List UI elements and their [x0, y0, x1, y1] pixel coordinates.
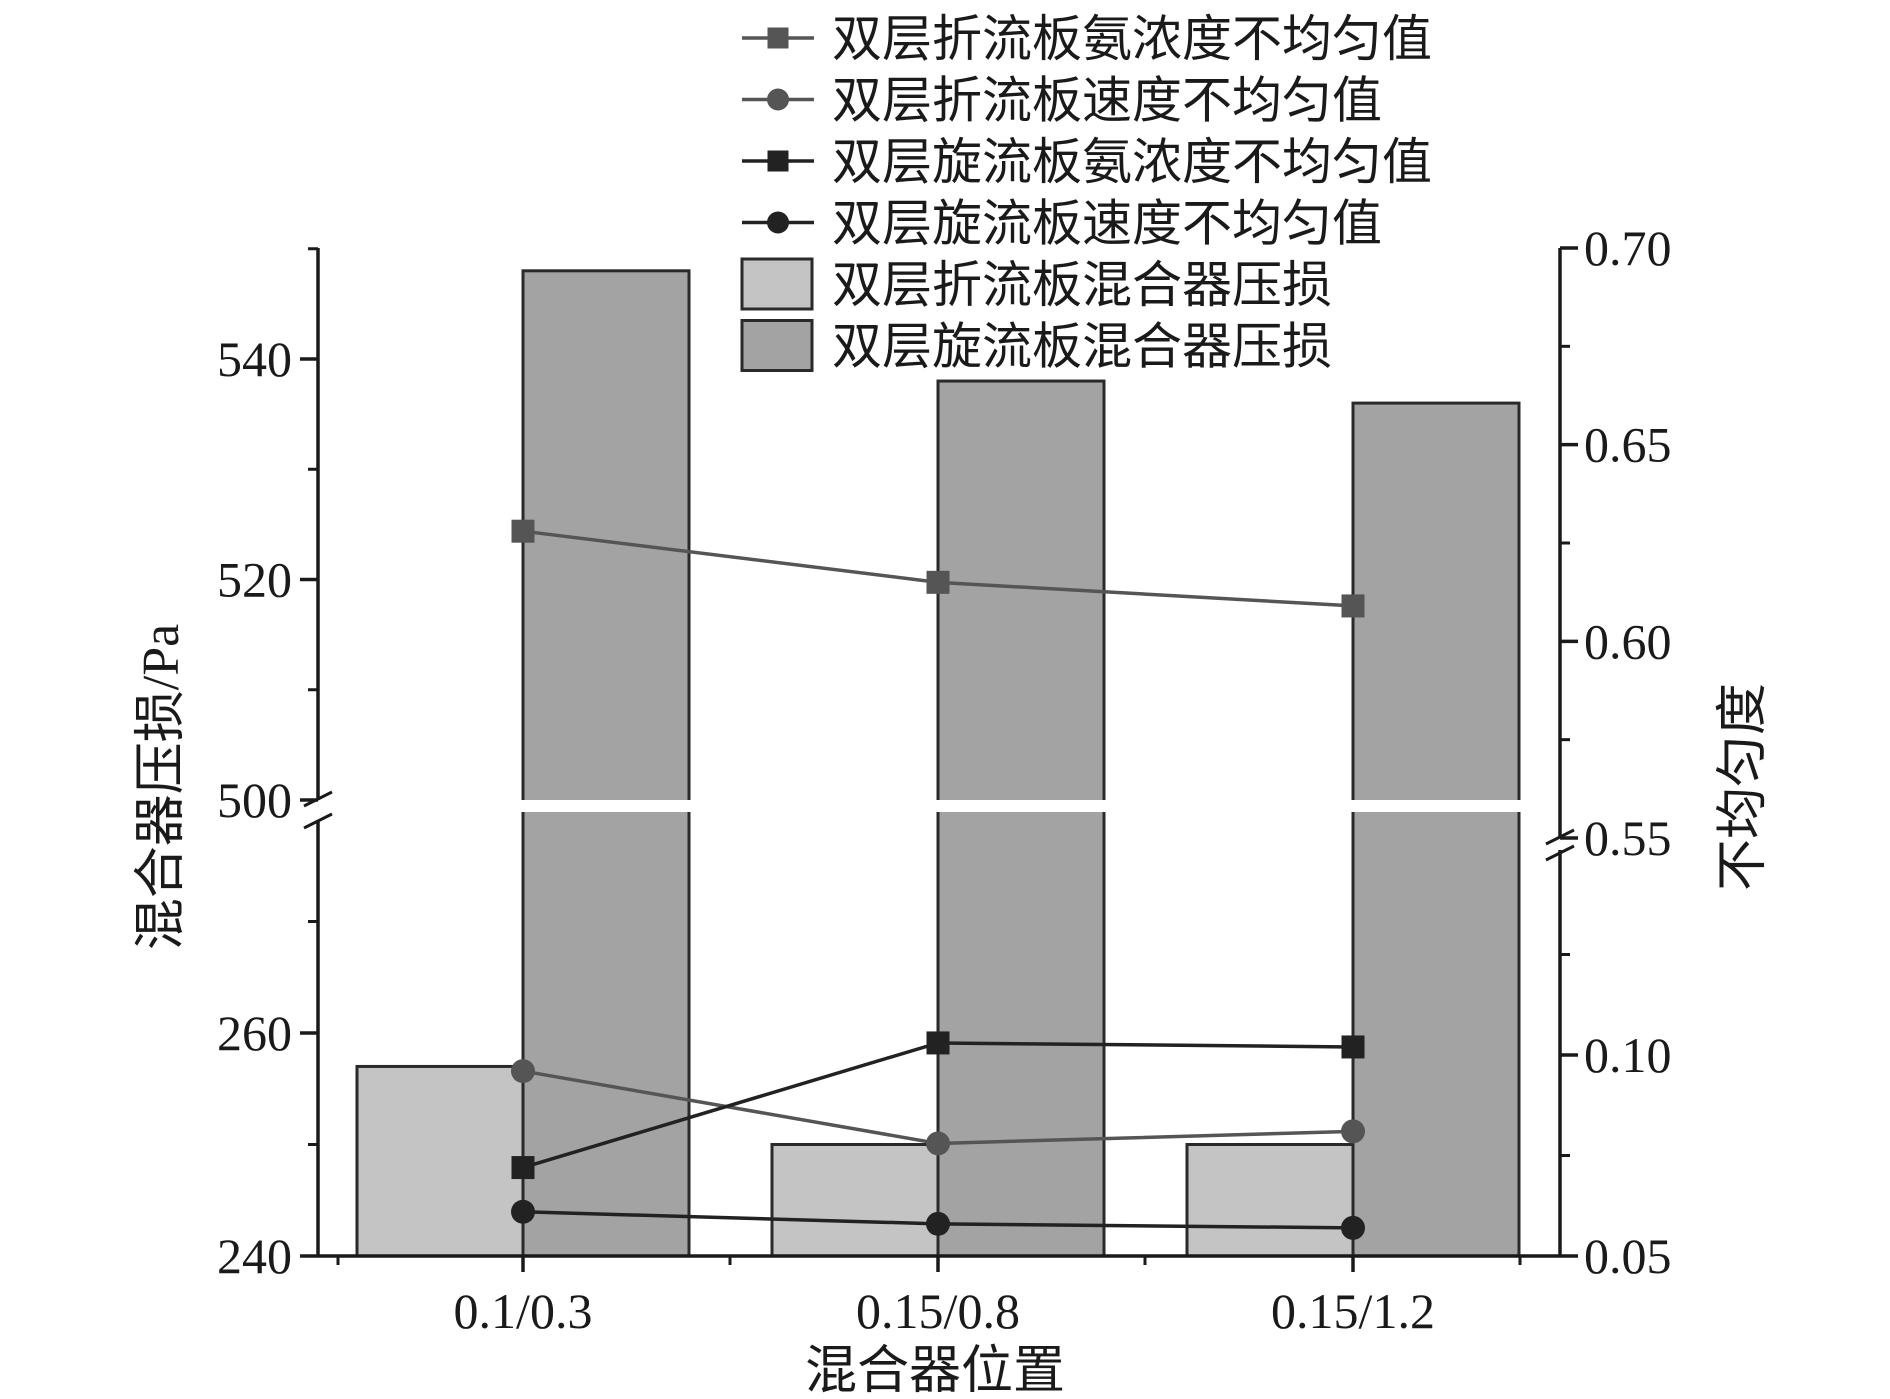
- series-1-point-0: [511, 1059, 535, 1084]
- series-3-point-1: [926, 1211, 950, 1236]
- y-right-tick-label: 0.65: [1584, 417, 1672, 473]
- series-0-point-1: [926, 570, 950, 594]
- y-left-tick-label: 540: [217, 331, 292, 387]
- bar-swirl-1: [936, 379, 1106, 1258]
- legend-bar-swatch: [740, 257, 814, 311]
- y-right-tick-label: 0.10: [1584, 1027, 1672, 1083]
- series-2-point-2: [1341, 1035, 1365, 1059]
- legend-marker: [767, 211, 789, 234]
- y-left-tick-label: 520: [217, 552, 292, 608]
- series-2-point-1: [926, 1031, 950, 1055]
- legend-bar-swatch: [740, 319, 814, 372]
- y-axis-left-title: 混合器压损/Pa: [133, 624, 190, 950]
- x-tick-label: 0.15/1.2: [1271, 1283, 1435, 1339]
- bar-swirl-2: [1351, 401, 1521, 1258]
- legend-label: 双层旋流板氨浓度不均匀值: [832, 134, 1432, 190]
- bar-baffle-2: [1185, 1143, 1355, 1258]
- series-3-point-2: [1341, 1215, 1365, 1240]
- bar-swirl-0: [521, 269, 691, 1258]
- series-3-point-0: [511, 1199, 535, 1224]
- legend-marker: [767, 150, 789, 172]
- legend-label: 双层折流板混合器压损: [832, 257, 1332, 313]
- x-axis-title: 混合器位置: [805, 1343, 1065, 1394]
- legend-label: 双层折流板速度不均匀值: [832, 73, 1382, 129]
- series-1-point-1: [926, 1131, 950, 1156]
- break-gap: [298, 800, 1580, 812]
- legend: 双层折流板氨浓度不均匀值双层折流板速度不均匀值双层旋流板氨浓度不均匀值双层旋流板…: [740, 11, 1432, 375]
- legend-label: 双层折流板氨浓度不均匀值: [832, 11, 1432, 67]
- series-0-point-2: [1341, 594, 1365, 618]
- bar-layer: [355, 269, 1521, 1258]
- x-tick-label: 0.15/0.8: [856, 1283, 1020, 1339]
- y-left-tick-label: 500: [217, 772, 292, 828]
- x-tick-label: 0.1/0.3: [454, 1283, 593, 1339]
- bar-baffle-1: [770, 1143, 940, 1258]
- y-right-tick-label: 0.60: [1584, 613, 1672, 669]
- x-tick-labels: 0.1/0.3 0.15/0.8 0.15/1.2: [454, 1283, 1435, 1339]
- y-right-tick-label: 0.55: [1584, 810, 1672, 866]
- y-axis-right-title: 不均匀度: [1715, 683, 1772, 891]
- bar-baffle-0: [355, 1064, 525, 1258]
- axes-layer: 540 520 500 260 240 0.70 0.65 0.60 0.55 0.10 0.05: [217, 220, 1672, 1284]
- series-0-point-0: [511, 519, 535, 543]
- axis-break-band: [298, 800, 1580, 812]
- legend-marker: [767, 27, 789, 49]
- series-1-point-2: [1341, 1119, 1365, 1144]
- line-layer: [511, 519, 1365, 1240]
- y-left-tick-label: 240: [217, 1228, 292, 1284]
- legend-label: 双层旋流板速度不均匀值: [832, 196, 1382, 252]
- legend-marker: [767, 88, 789, 111]
- series-2-point-0: [511, 1156, 535, 1180]
- y-left-tick-label: 260: [217, 1005, 292, 1061]
- legend-label: 双层旋流板混合器压损: [832, 319, 1332, 375]
- y-right-tick-label: 0.05: [1584, 1228, 1672, 1284]
- y-right-tick-label: 0.70: [1584, 220, 1672, 276]
